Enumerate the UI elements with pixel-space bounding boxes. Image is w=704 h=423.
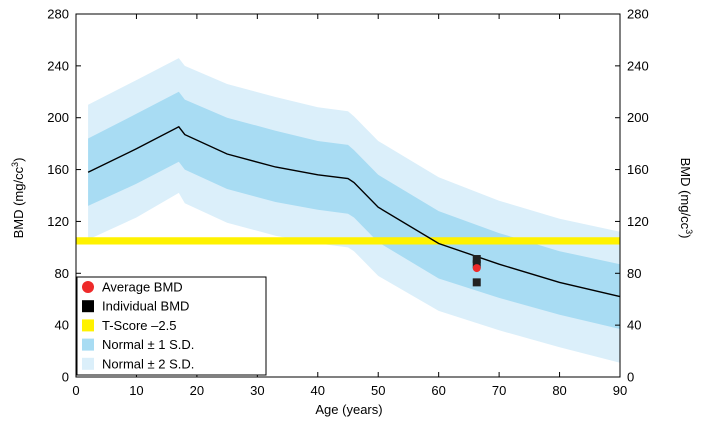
legend-marker-square xyxy=(82,319,94,332)
legend: Average BMD Individual BMD T-Score –2.5 Nor… xyxy=(76,276,267,376)
y-tick-label-right: 240 xyxy=(627,58,649,73)
y-tick-label-left: 80 xyxy=(55,266,69,281)
legend-label: Normal ± 2 S.D. xyxy=(102,356,194,371)
y-tick-label-left: 200 xyxy=(47,110,69,125)
y-tick-label-right: 280 xyxy=(627,7,649,22)
t-score-band xyxy=(76,237,620,245)
x-tick-label: 10 xyxy=(129,383,143,398)
x-axis-label: Age (years) xyxy=(315,402,382,417)
y-tick-label-right: 160 xyxy=(627,162,649,177)
legend-marker-circle xyxy=(82,281,94,293)
y-tick-label-right: 200 xyxy=(627,110,649,125)
x-tick-label: 90 xyxy=(613,383,627,398)
x-tick-label: 20 xyxy=(190,383,204,398)
y-tick-label-right: 0 xyxy=(627,370,634,385)
y-tick-label-left: 120 xyxy=(47,214,69,229)
x-tick-label: 30 xyxy=(250,383,264,398)
y-tick-label-right: 80 xyxy=(627,266,641,281)
average-bmd-curve xyxy=(87,125,621,298)
individual-bmd-point xyxy=(472,255,481,264)
y-tick-label-right: 120 xyxy=(627,214,649,229)
legend-marker-square xyxy=(82,338,94,351)
axes-group xyxy=(75,13,621,378)
patient-points-group xyxy=(472,255,481,287)
x-tick-label: 50 xyxy=(371,383,385,398)
x-tick-label: 80 xyxy=(552,383,566,398)
t-score-band-group xyxy=(76,237,620,245)
x-tick-label: 40 xyxy=(311,383,325,398)
individual-bmd-point xyxy=(472,278,481,287)
y-tick-label-left: 280 xyxy=(47,7,69,22)
y-tick-label-left: 240 xyxy=(47,58,69,73)
legend-items: Average BMD Individual BMD T-Score –2.5 Nor… xyxy=(82,280,194,371)
legend-label: Normal ± 1 S.D. xyxy=(102,337,194,352)
legend-marker-square xyxy=(82,300,94,313)
legend-label: Individual BMD xyxy=(102,299,189,314)
average-bmd-point xyxy=(472,264,481,273)
average-curve-group xyxy=(87,125,621,298)
plot-frame xyxy=(75,13,621,378)
legend-label: Average BMD xyxy=(102,280,183,295)
y-tick-label-left: 0 xyxy=(62,370,69,385)
x-tick-label: 60 xyxy=(431,383,445,398)
legend-label: T-Score –2.5 xyxy=(102,318,176,333)
x-tick-label: 0 xyxy=(72,383,79,398)
legend-box xyxy=(76,276,267,376)
y-tick-label-right: 40 xyxy=(627,318,641,333)
legend-marker-square xyxy=(82,357,94,370)
y-axis-label-right: BMD (mg/cc3) xyxy=(678,158,694,239)
y-axis-label-left: BMD (mg/cc3) xyxy=(10,158,26,239)
y-tick-label-left: 40 xyxy=(55,318,69,333)
x-tick-label: 70 xyxy=(492,383,506,398)
y-tick-label-left: 160 xyxy=(47,162,69,177)
